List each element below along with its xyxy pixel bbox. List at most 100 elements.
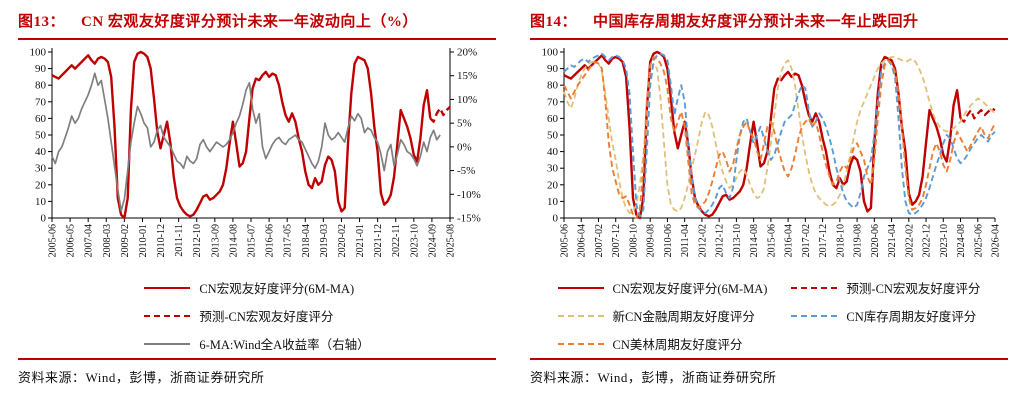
svg-text:2019-08: 2019-08 [853,224,864,257]
legend-line-sample [557,342,604,345]
figure-13-label: 图13： [18,14,66,30]
figure-14-label: 图14： [530,14,578,30]
legend-line-sample [791,286,838,289]
svg-text:2015-07: 2015-07 [247,224,258,257]
axis-ticks-and-labels: 0 10 20 30 40 50 60 70 80 90 100 2005-06 2006-04 2007… [542,47,1002,258]
figure-14-chart-area: 0 10 20 30 40 50 60 70 80 90 100 2005-06 2006-04 2007… [530,42,1008,274]
svg-text:90: 90 [547,63,559,75]
svg-text:2005-06: 2005-06 [48,224,59,257]
svg-text:2005-06: 2005-06 [560,224,571,257]
svg-text:2021-12: 2021-12 [373,224,384,257]
series-line-0 [51,50,432,220]
svg-text:2017-02: 2017-02 [801,224,812,257]
legend-label: 预测-CN宏观友好度评分 [199,310,334,324]
legend-line-sample [144,286,191,289]
svg-text:2009-08: 2009-08 [646,224,657,257]
svg-text:50: 50 [547,130,559,142]
svg-text:2010-01: 2010-01 [138,224,149,257]
svg-text:2012-02: 2012-02 [697,224,708,257]
legend-line-sample [144,342,191,345]
svg-text:2009-02: 2009-02 [120,224,131,257]
svg-text:2012-12: 2012-12 [715,224,726,257]
legend-line-sample [557,314,604,317]
axis-ticks-and-labels: 0 10 20 30 40 50 60 70 80 90 100 -15% -10% -5% 0% 5% 10%… [30,47,481,258]
svg-text:2016-06: 2016-06 [265,224,276,257]
svg-text:80: 80 [35,80,47,92]
svg-text:20: 20 [35,179,47,191]
svg-text:90: 90 [35,63,47,75]
svg-text:10%: 10% [457,94,477,106]
figure-13-header: 图13： CN 宏观友好度评分预计未来一年波动向上（%） [18,10,496,40]
svg-text:2017-05: 2017-05 [283,224,294,257]
series-line-2 [51,72,441,212]
svg-text:100: 100 [30,47,47,59]
figure-13-chart-area: 0 10 20 30 40 50 60 70 80 90 100 -15% -10% -5% 0% 5% 10%… [18,42,496,274]
svg-text:-10%: -10% [457,189,481,201]
svg-text:2025-06: 2025-06 [973,224,984,257]
legend-label: CN宏观友好度评分(6M-MA) [199,282,355,296]
legend-item: 预测-CN宏观友好度评分 [144,306,369,325]
svg-text:2014-08: 2014-08 [749,224,760,257]
source-label: 资料来源： [530,370,598,385]
figure-13-panel: 图13： CN 宏观友好度评分预计未来一年波动向上（%） 0 10 20 30 40 50… [0,0,512,386]
svg-text:15%: 15% [457,70,477,82]
svg-text:0%: 0% [457,141,472,153]
svg-text:70: 70 [547,96,559,108]
svg-text:10: 10 [35,196,47,208]
svg-text:2007-02: 2007-02 [594,224,605,257]
svg-text:2025-08: 2025-08 [446,224,457,257]
legend-item: 预测-CN宏观友好度评分 [791,278,980,297]
series-line-3 [563,52,996,218]
figure-14-source: 资料来源：Wind，彭博，浙商证券研究所 [530,358,1008,386]
svg-text:2022-11: 2022-11 [391,224,402,257]
svg-text:2018-10: 2018-10 [835,224,846,257]
svg-text:2010-06: 2010-06 [663,224,674,257]
svg-text:2020-02: 2020-02 [337,224,348,257]
legend-label: CN库存周期友好度评分 [846,310,977,324]
legend-label: CN宏观友好度评分(6M-MA) [612,282,768,296]
svg-text:2010-12: 2010-12 [156,224,167,257]
legend-line-sample [144,314,191,317]
svg-text:2011-04: 2011-04 [680,224,691,257]
svg-text:60: 60 [547,113,559,125]
svg-text:2026-04: 2026-04 [991,224,1002,257]
svg-text:0: 0 [553,213,559,225]
svg-text:2022-12: 2022-12 [922,224,933,257]
legend-item: CN库存周期友好度评分 [791,306,980,325]
svg-text:10: 10 [547,196,559,208]
svg-text:70: 70 [35,96,47,108]
svg-text:20%: 20% [457,47,477,59]
svg-text:2023-10: 2023-10 [409,224,420,257]
svg-text:2021-04: 2021-04 [887,224,898,257]
svg-text:2017-12: 2017-12 [818,224,829,257]
figure-14-legend: CN宏观友好度评分(6M-MA) 预测-CN宏观友好度评分 新CN金融周期友好度评分… [557,278,980,353]
svg-text:2006-05: 2006-05 [66,224,77,257]
svg-text:0: 0 [41,213,47,225]
svg-text:2020-06: 2020-06 [870,224,881,257]
series-line-1 [959,107,996,123]
legend-item: CN宏观友好度评分(6M-MA) [557,278,768,297]
svg-text:-15%: -15% [457,213,481,225]
series-line-1 [429,105,451,123]
svg-text:2018-04: 2018-04 [301,224,312,257]
svg-text:40: 40 [547,146,559,158]
series-line-4 [563,56,996,219]
svg-text:2008-03: 2008-03 [102,224,113,257]
svg-text:5%: 5% [457,118,472,130]
svg-text:50: 50 [35,130,47,142]
svg-text:2012-10: 2012-10 [192,224,203,257]
figure-13-source: 资料来源：Wind，彭博，浙商证券研究所 [18,358,496,386]
svg-text:60: 60 [35,113,47,125]
legend-label: CN美林周期友好度评分 [612,338,743,352]
svg-text:30: 30 [547,163,559,175]
source-text: Wind，彭博，浙商证券研究所 [597,370,777,385]
svg-text:2013-10: 2013-10 [732,224,743,257]
source-label: 资料来源： [18,370,86,385]
svg-text:2011-11: 2011-11 [174,224,185,257]
svg-text:2006-04: 2006-04 [577,224,588,257]
svg-text:2016-04: 2016-04 [784,224,795,257]
svg-text:40: 40 [35,146,47,158]
svg-text:2019-03: 2019-03 [319,224,330,257]
figure-14-title: 中国库存周期友好度评分预计未来一年止跌回升 [593,14,919,30]
svg-text:2007-12: 2007-12 [611,224,622,257]
